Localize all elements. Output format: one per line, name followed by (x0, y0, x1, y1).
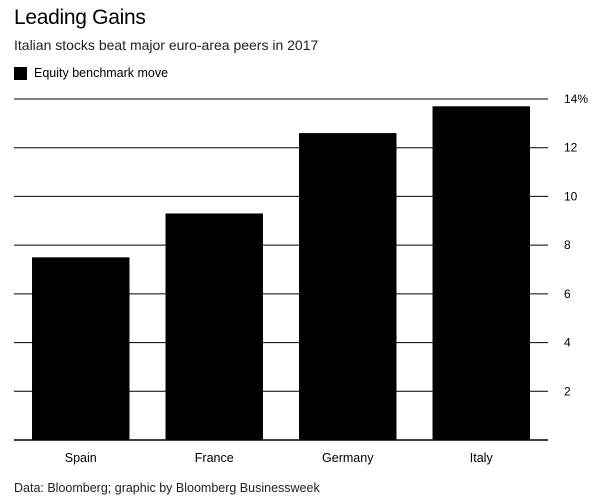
bar-germany (299, 133, 397, 440)
chart-title: Leading Gains (14, 6, 146, 29)
y-tick-label: 6 (564, 287, 571, 301)
y-tick-label: 10 (564, 189, 578, 203)
chart-subtitle: Italian stocks beat major euro-area peer… (14, 37, 319, 53)
y-tick-label: 14% (564, 92, 588, 106)
bar-italy (432, 106, 530, 441)
x-tick-label-germany: Germany (322, 451, 374, 465)
x-tick-label-italy: Italy (470, 451, 494, 465)
bar-france (165, 213, 263, 440)
y-tick-label: 12 (564, 141, 578, 155)
legend-label: Equity benchmark move (34, 66, 169, 80)
x-tick-label-spain: Spain (65, 451, 97, 465)
legend: Equity benchmark move (14, 66, 168, 80)
x-tick-label-france: France (195, 451, 234, 465)
y-tick-label: 4 (564, 336, 571, 350)
source-note: Data: Bloomberg; graphic by Bloomberg Bu… (14, 481, 320, 495)
legend-swatch (14, 66, 27, 80)
y-tick-label: 2 (564, 384, 571, 398)
bar-spain (32, 257, 130, 440)
y-tick-label: 8 (564, 238, 571, 252)
